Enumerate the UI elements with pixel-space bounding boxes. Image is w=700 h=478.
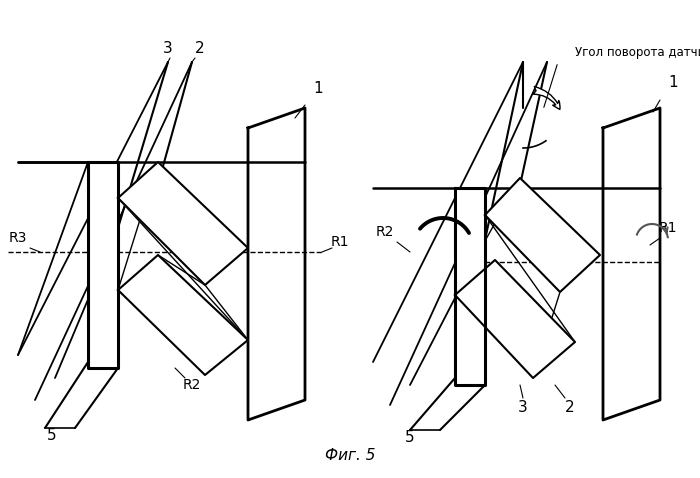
Text: 3: 3 xyxy=(163,41,173,55)
Polygon shape xyxy=(455,260,575,378)
Text: R1: R1 xyxy=(330,235,349,249)
Polygon shape xyxy=(118,162,248,285)
Polygon shape xyxy=(88,162,118,368)
Text: Угол поворота датчика: Угол поворота датчика xyxy=(575,45,700,58)
Text: 2: 2 xyxy=(565,401,575,415)
Text: Фиг. 5: Фиг. 5 xyxy=(325,447,375,463)
Polygon shape xyxy=(248,108,305,420)
Text: R1: R1 xyxy=(659,221,678,235)
Text: 5: 5 xyxy=(47,427,57,443)
Polygon shape xyxy=(603,108,660,420)
Text: 1: 1 xyxy=(668,75,678,89)
Text: R2: R2 xyxy=(376,225,394,239)
Polygon shape xyxy=(485,178,600,292)
Polygon shape xyxy=(455,188,485,385)
Text: R2: R2 xyxy=(183,378,201,392)
Text: 2: 2 xyxy=(195,41,205,55)
Text: 5: 5 xyxy=(405,431,415,445)
Text: R3: R3 xyxy=(9,231,27,245)
Text: 3: 3 xyxy=(518,401,528,415)
Polygon shape xyxy=(118,255,248,375)
Text: 1: 1 xyxy=(313,80,323,96)
